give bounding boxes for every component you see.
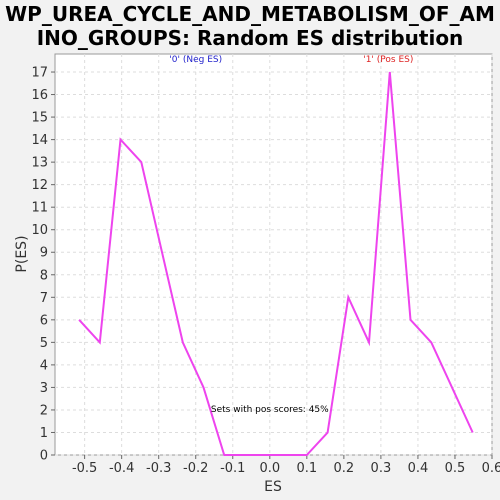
y-tick-label: 9 <box>40 246 48 261</box>
chart-title: WP_UREA_CYCLE_AND_METABOLISM_OF_AM INO_G… <box>0 2 500 50</box>
chart-title-line-1: WP_UREA_CYCLE_AND_METABOLISM_OF_AM <box>5 2 495 26</box>
x-tick-label: -0.3 <box>146 461 171 476</box>
x-tick-label: -0.2 <box>183 461 208 476</box>
y-axis-label: P(ES) <box>14 235 30 272</box>
x-tick-label: 0.5 <box>445 461 466 476</box>
x-tick-label: 0.3 <box>371 461 392 476</box>
x-axis: -0.5 -0.4 -0.3 -0.2 -0.1 0.0 0.1 0.2 0.3 0.4 0.5 0.… <box>72 455 500 476</box>
chart-title-line-2: INO_GROUPS: Random ES distribution <box>36 26 464 50</box>
x-tick-label: 0.0 <box>259 461 280 476</box>
x-tick-label: 0.4 <box>408 461 429 476</box>
y-tick-label: 11 <box>31 201 48 216</box>
y-tick-label: 0 <box>40 449 48 464</box>
x-tick-label: 0.1 <box>296 461 317 476</box>
y-tick-label: 7 <box>40 291 48 306</box>
x-tick-label: -0.4 <box>109 461 134 476</box>
y-tick-label: 1 <box>40 426 48 441</box>
chart-annotation: Sets with pos scores: 45% <box>211 405 329 415</box>
x-tick-label: -0.1 <box>220 461 245 476</box>
x-tick-label: 0.2 <box>334 461 355 476</box>
x-tick-label: -0.5 <box>72 461 97 476</box>
grid <box>55 54 493 456</box>
plot-area <box>54 53 493 456</box>
chart-annotation: '0' (Neg ES) <box>169 55 222 65</box>
series-group <box>78 71 474 456</box>
y-tick-label: 17 <box>31 66 48 81</box>
x-tick-label: 0.6 <box>482 461 500 476</box>
y-tick-label: 15 <box>31 111 48 126</box>
y-tick-label: 12 <box>31 178 48 193</box>
y-tick-label: 3 <box>40 381 48 396</box>
y-tick-label: 16 <box>31 88 48 103</box>
y-tick-label: 6 <box>40 313 48 328</box>
y-tick-label: 2 <box>40 403 48 418</box>
y-tick-label: 10 <box>31 223 48 238</box>
y-tick-label: 4 <box>40 358 48 373</box>
y-tick-label: 5 <box>40 336 48 351</box>
y-tick-label: 14 <box>31 133 48 148</box>
annotations: '0' (Neg ES) '1' (Pos ES) Sets with pos sc… <box>169 55 413 415</box>
y-tick-label: 13 <box>31 156 48 171</box>
x-axis-label: ES <box>264 479 282 495</box>
chart-annotation: '1' (Pos ES) <box>363 55 413 65</box>
y-tick-label: 8 <box>40 268 48 283</box>
series-line <box>78 71 474 456</box>
